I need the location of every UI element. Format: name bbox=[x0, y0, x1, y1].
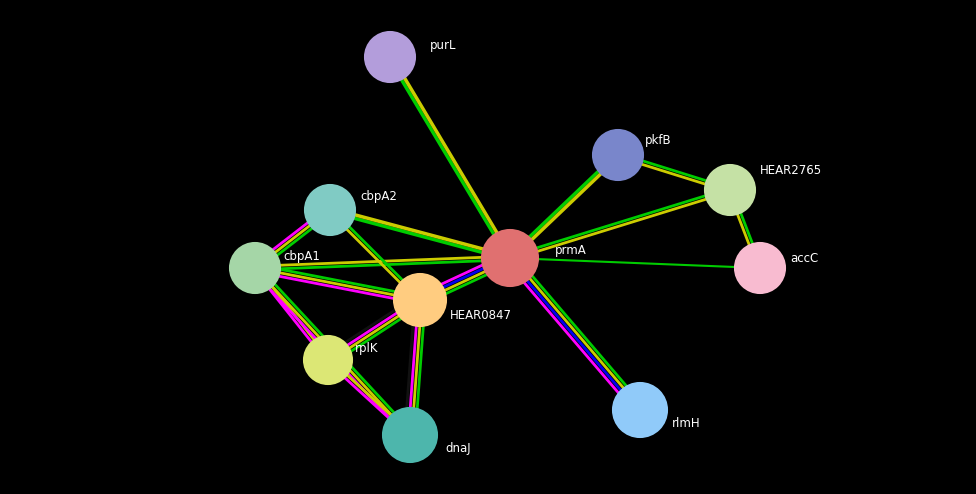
Text: cbpA1: cbpA1 bbox=[283, 249, 320, 262]
Text: rlmH: rlmH bbox=[672, 416, 701, 429]
Circle shape bbox=[394, 274, 446, 326]
Circle shape bbox=[613, 383, 667, 437]
Text: HEAR2765: HEAR2765 bbox=[760, 164, 822, 176]
Circle shape bbox=[482, 230, 538, 286]
Text: pkfB: pkfB bbox=[645, 133, 671, 147]
Circle shape bbox=[383, 408, 437, 462]
Text: prmA: prmA bbox=[555, 244, 587, 256]
Text: cbpA2: cbpA2 bbox=[360, 190, 397, 203]
Circle shape bbox=[305, 185, 355, 235]
Circle shape bbox=[230, 243, 280, 293]
Text: dnaJ: dnaJ bbox=[445, 442, 470, 454]
Text: HEAR0847: HEAR0847 bbox=[450, 308, 512, 322]
Text: purL: purL bbox=[430, 39, 457, 51]
Circle shape bbox=[735, 243, 785, 293]
Circle shape bbox=[365, 32, 415, 82]
Circle shape bbox=[705, 165, 755, 215]
Text: accC: accC bbox=[790, 251, 818, 264]
Circle shape bbox=[304, 336, 352, 384]
Text: rplK: rplK bbox=[355, 341, 379, 355]
Circle shape bbox=[593, 130, 643, 180]
